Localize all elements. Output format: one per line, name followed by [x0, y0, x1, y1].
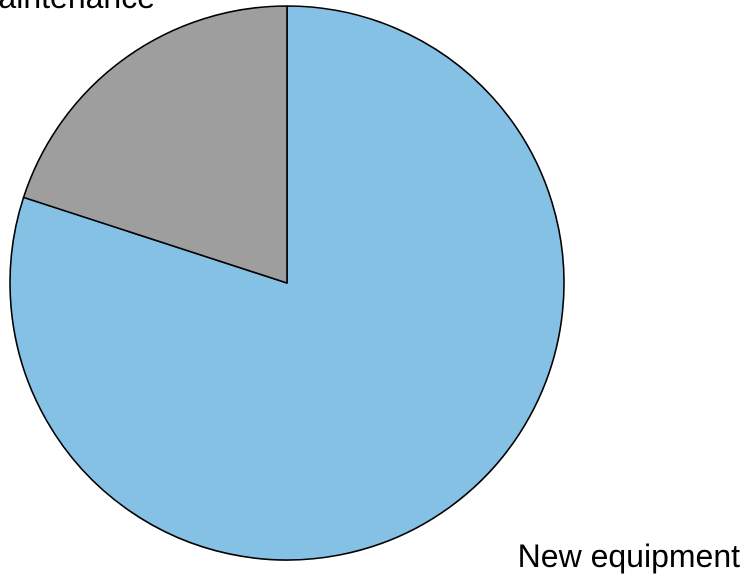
- pie-labels: New equipment Maintenance: [0, 0, 740, 574]
- pie-slice-maintenance: [22, 5, 288, 284]
- slice-label-maintenance: Maintenance: [0, 0, 155, 15]
- pie-slices: [9, 5, 565, 561]
- slice-label-new-equipment: New equipment: [518, 538, 740, 574]
